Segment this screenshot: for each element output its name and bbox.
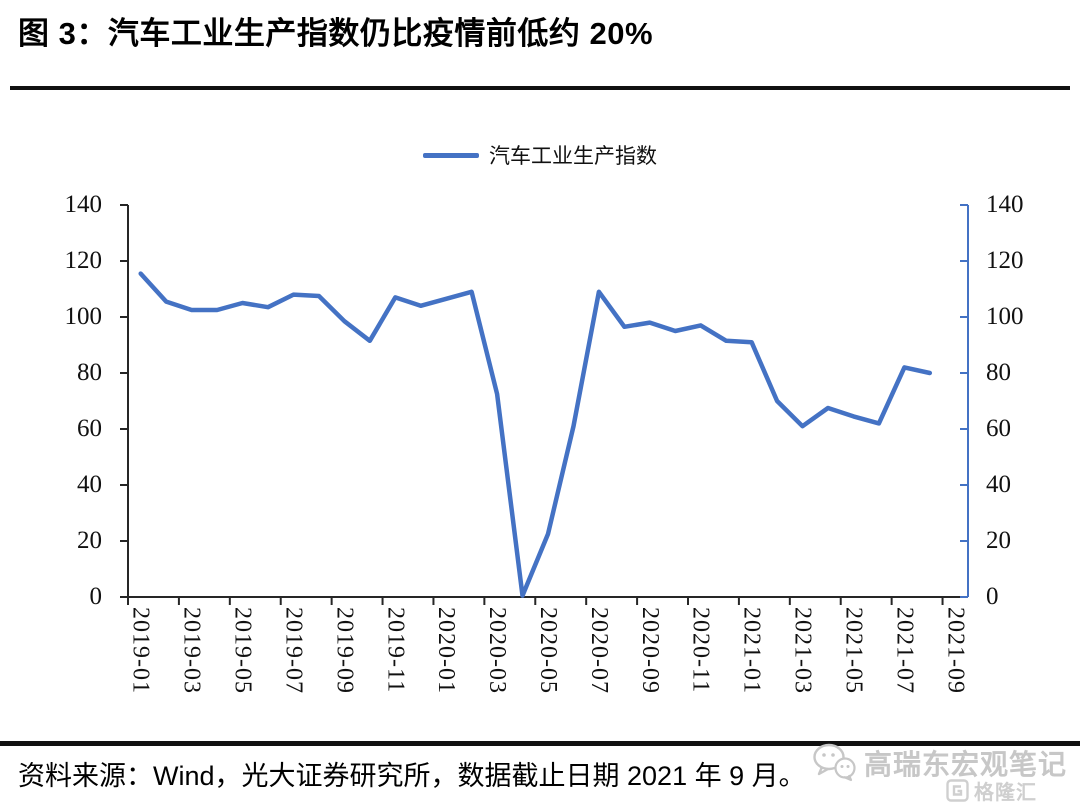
x-axis-tick-label: 2020-01 bbox=[433, 607, 460, 694]
x-axis-tick-label: 2020-11 bbox=[687, 607, 714, 694]
y-axis-tick-label-right: 20 bbox=[986, 527, 1011, 554]
top-divider bbox=[10, 86, 1070, 90]
watermark: 高瑞东宏观笔记 bbox=[812, 742, 1067, 784]
wechat-icon bbox=[813, 743, 856, 782]
x-axis-tick-label: 2021-05 bbox=[840, 607, 867, 694]
x-axis-tick-label: 2019-05 bbox=[229, 607, 256, 694]
x-axis-tick-label: 2019-03 bbox=[178, 607, 205, 694]
chart-legend: 汽车工业生产指数 bbox=[0, 140, 1080, 170]
x-axis-tick-label: 2019-09 bbox=[331, 607, 358, 694]
watermark-account-name: 高瑞东宏观笔记 bbox=[864, 749, 1068, 780]
x-axis-tick-label: 2020-09 bbox=[636, 607, 663, 694]
legend-series-label: 汽车工业生产指数 bbox=[489, 145, 657, 168]
y-axis-tick-label-right: 40 bbox=[986, 471, 1011, 498]
x-axis-tick-label: 2021-09 bbox=[942, 607, 969, 694]
gelonghui-icon bbox=[946, 779, 969, 802]
bottom-divider bbox=[0, 741, 1080, 746]
y-axis-tick-label-right: 100 bbox=[986, 303, 1024, 330]
x-axis-tick-label: 2019-07 bbox=[280, 607, 307, 694]
y-axis-tick-label-right: 80 bbox=[986, 359, 1011, 386]
y-axis-tick-label-right: 140 bbox=[986, 191, 1024, 218]
y-axis-tick-label-right: 60 bbox=[986, 415, 1011, 442]
y-axis-tick-label-left: 60 bbox=[77, 415, 102, 442]
x-axis-tick-label: 2019-01 bbox=[127, 607, 154, 694]
x-axis-tick-label: 2020-05 bbox=[535, 607, 561, 694]
y-axis-tick-label-left: 120 bbox=[64, 247, 103, 274]
figure-title: 图 3：汽车工业生产指数仍比疫情前低约 20% bbox=[18, 16, 654, 51]
y-axis-tick-label-right: 0 bbox=[986, 583, 999, 610]
gelonghui-logo: 格隆汇 bbox=[946, 776, 1037, 805]
y-axis-tick-label-left: 100 bbox=[64, 303, 103, 330]
x-axis-tick-label: 2021-01 bbox=[738, 607, 765, 694]
y-axis-tick-label-left: 80 bbox=[77, 359, 102, 386]
source-note: 资料来源：Wind，光大证券研究所，数据截止日期 2021 年 9 月。 bbox=[18, 761, 806, 791]
x-axis-tick-label: 2021-07 bbox=[891, 607, 918, 694]
y-axis-tick-label-left: 140 bbox=[64, 191, 103, 218]
x-axis-tick-label: 2020-07 bbox=[585, 607, 612, 694]
series-line-auto-production-index bbox=[138, 271, 933, 598]
gelonghui-text: 格隆汇 bbox=[974, 782, 1037, 804]
line-chart-plot-area bbox=[120, 204, 969, 605]
y-axis-tick-label-left: 40 bbox=[77, 471, 102, 498]
legend-line-swatch bbox=[423, 152, 479, 158]
x-axis-tick-label: 2019-11 bbox=[382, 607, 409, 694]
y-axis-tick-label-right: 120 bbox=[986, 247, 1024, 274]
y-axis-tick-label-left: 0 bbox=[89, 583, 103, 610]
x-axis-tick-label: 2021-03 bbox=[789, 607, 816, 694]
y-axis-tick-label-left: 20 bbox=[77, 527, 102, 554]
x-axis-tick-label: 2020-03 bbox=[484, 607, 511, 694]
